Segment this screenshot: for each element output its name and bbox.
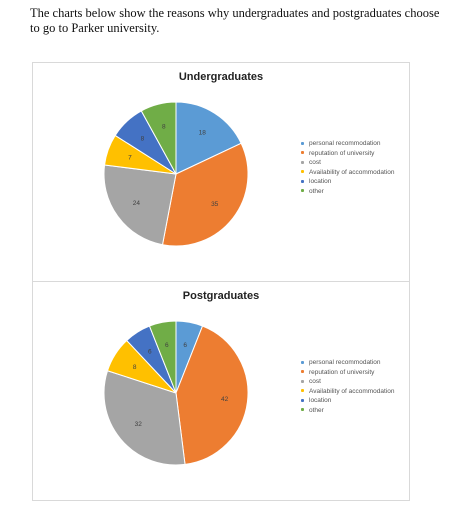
legend-item: Availability of accommodation <box>301 387 395 397</box>
legend-swatch <box>301 408 304 412</box>
legend-label: location <box>309 397 332 404</box>
legend-label: personal recommodation <box>309 359 381 366</box>
legend-swatch <box>301 360 304 364</box>
legend-label: location <box>309 178 332 185</box>
legend-label: reputation of university <box>309 149 375 157</box>
legend-label: Availability of accommodation <box>309 168 395 176</box>
legend-swatch <box>301 189 304 193</box>
legend-item: location <box>301 396 395 406</box>
legend-label: other <box>309 406 324 414</box>
legend-swatch <box>301 389 304 393</box>
pie-slice-reputation-of-university <box>175 325 249 465</box>
legend-label: personal recommodation <box>309 140 381 147</box>
legend-item: other <box>301 406 395 416</box>
legend-swatch <box>301 151 304 155</box>
legend-item: location <box>301 177 395 187</box>
chart-legend: personal recommodation reputation of uni… <box>301 358 395 415</box>
pie-slice-cost <box>103 164 177 246</box>
pie-plot: 6 42 32 8 6 6 <box>103 320 249 466</box>
legend-item: personal recommodation <box>301 358 395 368</box>
pie-slice-personal-recommodation <box>175 101 242 175</box>
data-label: 8 <box>141 135 145 142</box>
legend-item: Availability of accommodation <box>301 168 395 178</box>
data-label: 35 <box>211 201 219 208</box>
legend-item: other <box>301 187 395 197</box>
pie-slice-cost <box>103 370 186 466</box>
legend-swatch <box>301 370 304 374</box>
data-label: 6 <box>148 349 152 356</box>
legend-label: cost <box>309 159 321 166</box>
chart-legend: personal recommodation reputation of uni… <box>301 139 395 196</box>
legend-swatch <box>301 160 304 164</box>
legend-label: other <box>309 187 324 195</box>
legend-item: personal recommodation <box>301 139 395 149</box>
data-label: 7 <box>128 154 132 161</box>
pie-plot: 18 35 24 7 8 8 <box>103 101 249 247</box>
pie-slice-other <box>140 101 177 175</box>
legend-item: cost <box>301 158 395 168</box>
legend-swatch <box>301 398 304 402</box>
data-label: 42 <box>221 396 229 403</box>
legend-label: cost <box>309 378 321 385</box>
legend-swatch <box>301 379 304 383</box>
data-label: 6 <box>165 342 169 349</box>
legend-item: cost <box>301 377 395 387</box>
postgraduates-chart: Postgraduates 6 42 32 8 6 6 personal recommod… <box>32 281 410 501</box>
pie-slice-reputation-of-university <box>161 142 249 247</box>
data-label: 8 <box>133 364 137 371</box>
pie-slice-other <box>148 320 177 394</box>
undergraduates-chart: Undergraduates 18 35 24 7 8 8 personal recomm… <box>32 62 410 282</box>
data-label: 8 <box>162 124 166 131</box>
legend-label: Availability of accommodation <box>309 387 395 395</box>
data-label: 18 <box>199 130 207 137</box>
data-label: 32 <box>135 421 143 428</box>
data-label: 24 <box>133 200 141 207</box>
legend-swatch <box>301 179 304 183</box>
legend-label: reputation of university <box>309 368 375 376</box>
legend-item: reputation of university <box>301 368 395 378</box>
data-label: 6 <box>183 342 187 349</box>
legend-swatch <box>301 170 304 174</box>
legend-item: reputation of university <box>301 149 395 159</box>
chart-title: Postgraduates <box>182 290 260 302</box>
legend-swatch <box>301 141 304 145</box>
intro-text: The charts below show the reasons why un… <box>30 6 440 35</box>
chart-title: Undergraduates <box>178 71 264 83</box>
